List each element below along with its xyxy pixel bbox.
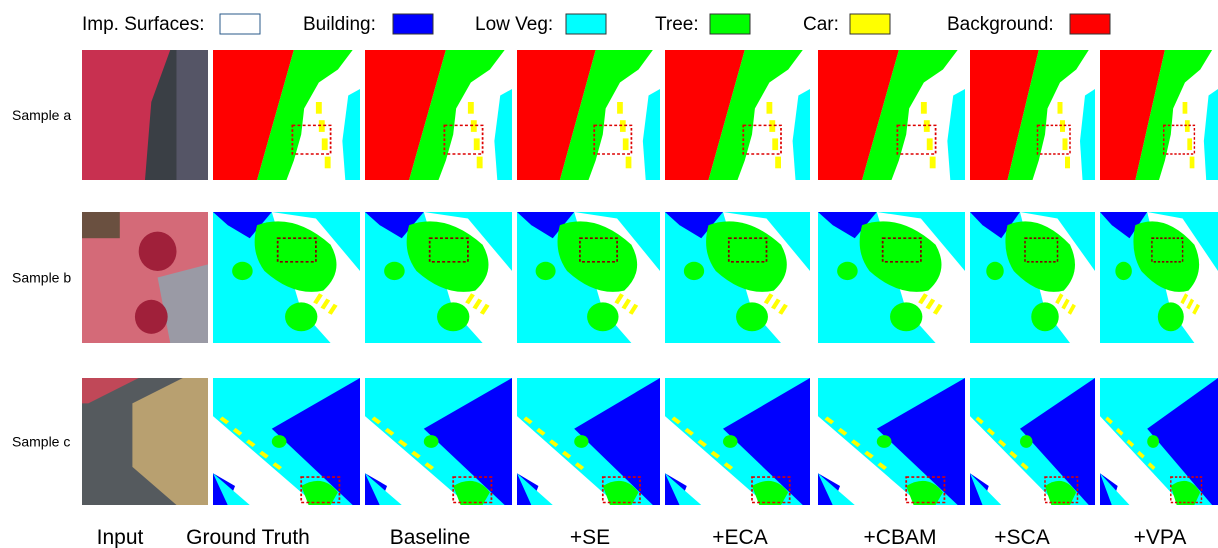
legend-swatch (710, 14, 750, 34)
region (468, 102, 474, 114)
tile (517, 212, 660, 343)
region (684, 262, 704, 280)
column-label: +VPA (1134, 526, 1187, 548)
tile (970, 212, 1095, 343)
tile (818, 50, 965, 180)
legend-label: Low Veg: (475, 14, 553, 35)
column-label: +CBAM (864, 526, 937, 548)
region (623, 138, 629, 150)
column-label: Input (97, 526, 144, 548)
region (536, 262, 556, 280)
tile (82, 50, 208, 180)
photo (135, 300, 168, 334)
region (1190, 157, 1195, 169)
legend-label: Car: (803, 14, 839, 35)
tile (517, 50, 660, 180)
region (1183, 102, 1188, 114)
tile (665, 212, 810, 343)
tile (365, 212, 512, 343)
region (285, 302, 317, 331)
photo (177, 50, 209, 180)
region (574, 435, 588, 448)
tile (665, 50, 810, 180)
region (474, 138, 480, 150)
region (1058, 102, 1063, 114)
figure: Imp. Surfaces: Building: Low Veg: Tree: Car:… (0, 0, 1218, 548)
region (1158, 302, 1184, 331)
row-label: Sample a (12, 107, 71, 123)
region (736, 302, 768, 331)
tile (1100, 50, 1218, 180)
tile (1100, 212, 1218, 343)
legend-swatch (220, 14, 260, 34)
column-label: +SE (570, 526, 610, 548)
legend-swatch (393, 14, 433, 34)
region (837, 262, 858, 280)
tile (365, 50, 512, 180)
region (626, 157, 632, 169)
photo (139, 232, 177, 271)
region (325, 157, 331, 169)
tile (970, 50, 1095, 180)
region (477, 157, 483, 169)
tile (213, 50, 360, 180)
row-label: Sample c (12, 434, 70, 450)
region (272, 435, 287, 448)
tile (517, 378, 660, 505)
region (316, 102, 322, 114)
region (772, 138, 778, 150)
row-label: Sample b (12, 270, 71, 286)
region (927, 138, 933, 150)
legend-label: Background: (947, 14, 1054, 35)
region (232, 262, 253, 280)
region (1020, 435, 1033, 448)
region (767, 102, 773, 114)
legend-swatch (1070, 14, 1110, 34)
region (890, 302, 922, 331)
region (587, 302, 618, 331)
legend-swatch (850, 14, 890, 34)
tile (1100, 378, 1218, 505)
region (617, 102, 623, 114)
region (930, 157, 936, 169)
region (1031, 302, 1059, 331)
column-label: Ground Truth (186, 526, 310, 548)
tile (213, 378, 360, 505)
tile (213, 212, 360, 343)
region (775, 157, 781, 169)
legend-swatch (566, 14, 606, 34)
photo (82, 212, 120, 238)
region (1115, 262, 1132, 280)
tile (818, 212, 965, 343)
legend-label: Tree: (655, 14, 699, 35)
tile (665, 378, 810, 505)
region (877, 435, 892, 448)
region (384, 262, 405, 280)
region (921, 102, 927, 114)
tile (970, 378, 1095, 505)
region (1063, 138, 1068, 150)
region (1065, 157, 1070, 169)
region (986, 262, 1004, 280)
legend-label: Building: (303, 14, 376, 35)
legend-label: Imp. Surfaces: (82, 14, 205, 35)
tile (365, 378, 512, 505)
region (437, 302, 469, 331)
column-label: +SCA (994, 526, 1049, 548)
region (322, 138, 328, 150)
column-label: Baseline (390, 526, 471, 548)
tile (818, 378, 965, 505)
tile (82, 212, 208, 343)
region (1187, 138, 1192, 150)
column-label: +ECA (712, 526, 767, 548)
region (723, 435, 738, 448)
region (424, 435, 439, 448)
tile (82, 378, 208, 505)
region (1147, 435, 1159, 448)
